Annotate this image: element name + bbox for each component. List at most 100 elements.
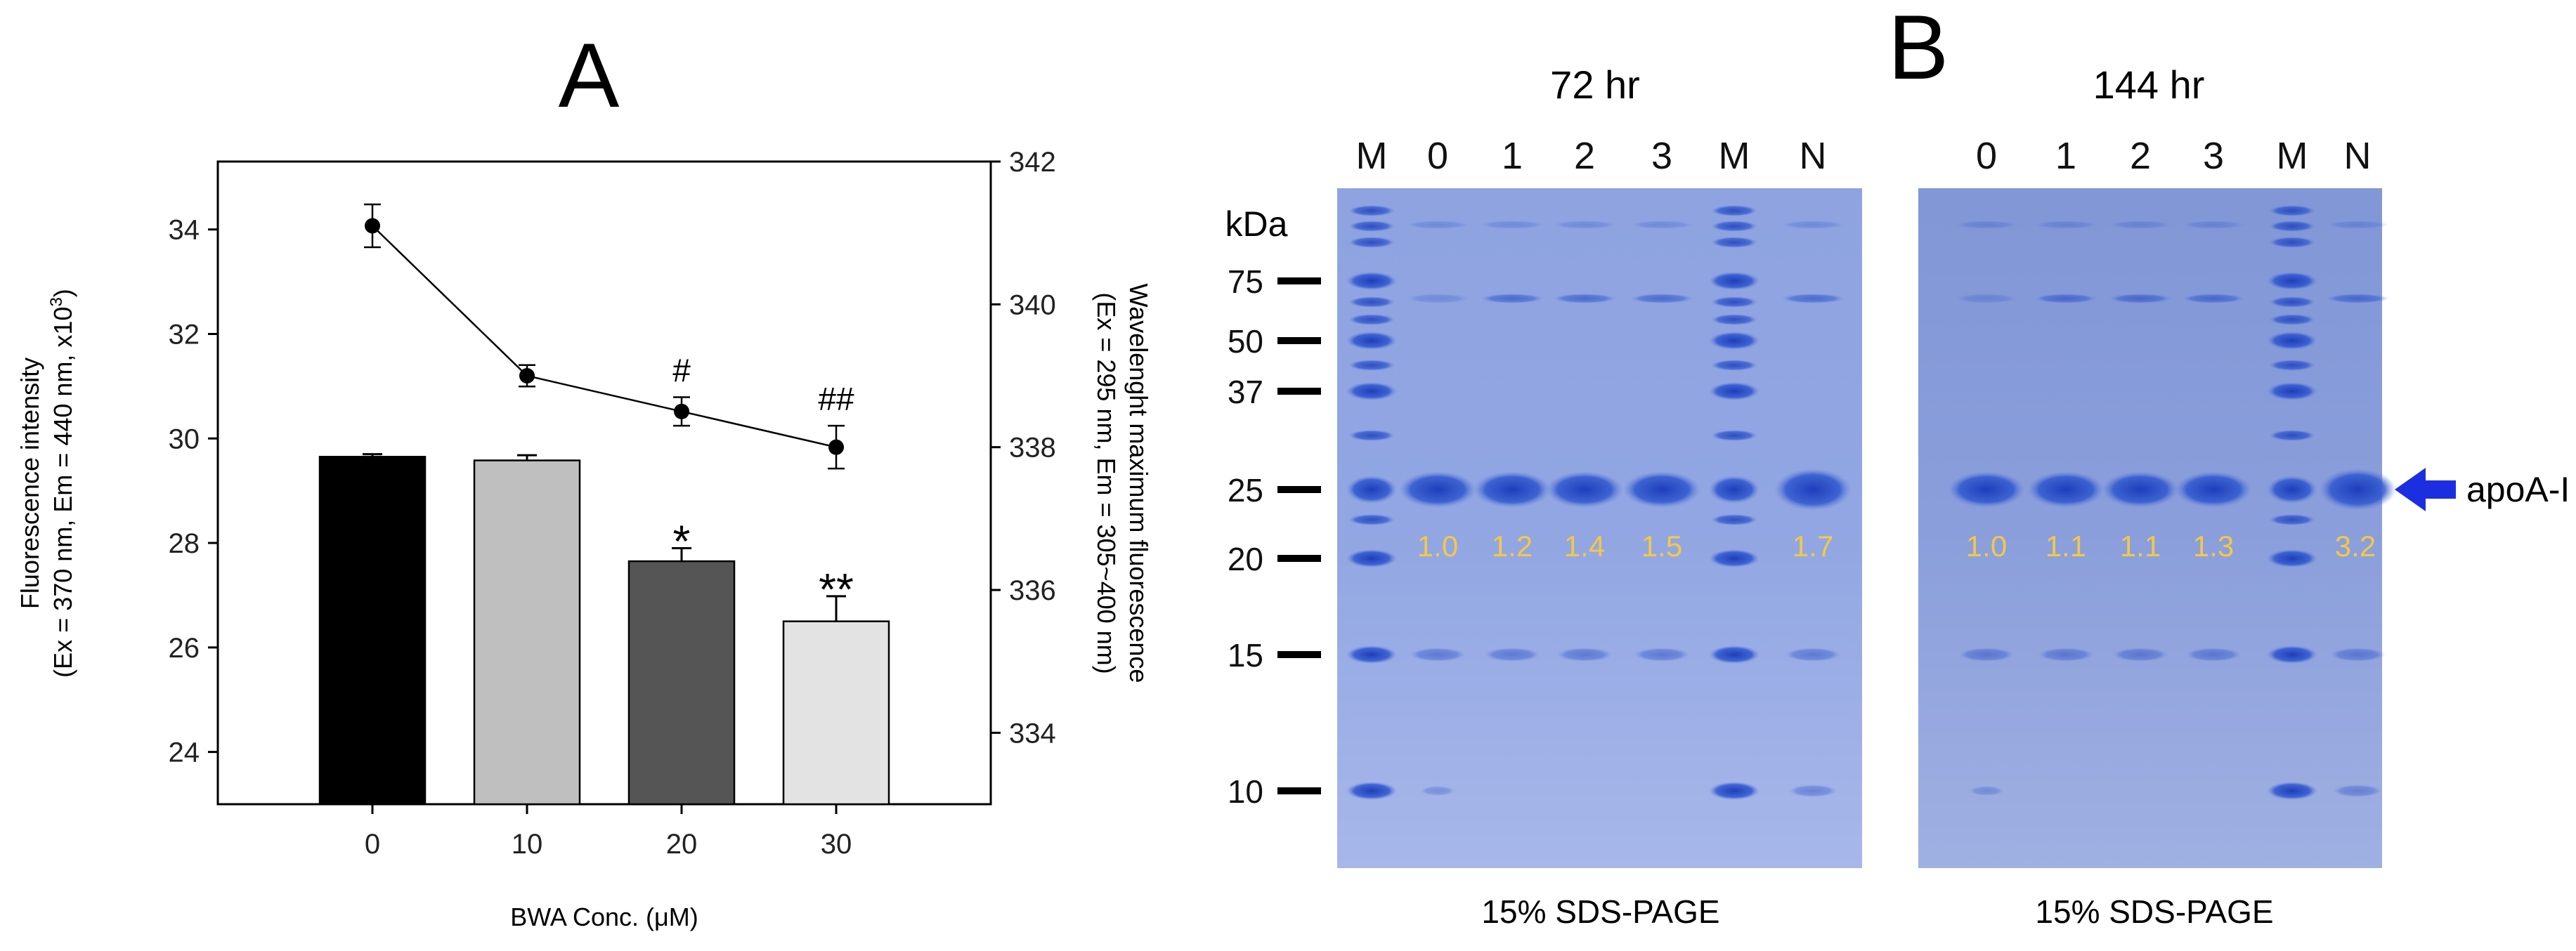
ladder-band bbox=[2267, 782, 2317, 800]
bar bbox=[318, 456, 427, 806]
faint-band bbox=[1406, 221, 1469, 229]
x-axis-tick-label: 20 bbox=[666, 829, 698, 860]
apoa-i-band bbox=[1546, 471, 1623, 508]
marker-label: 10 bbox=[1228, 773, 1263, 810]
left-axis-tick-label: 32 bbox=[169, 319, 200, 350]
faint-band bbox=[1785, 648, 1841, 662]
right-axis-title-line2: (Ex = 295 nm, Em = 305~400 nm) bbox=[1092, 292, 1121, 674]
ladder-band bbox=[1348, 314, 1395, 325]
ladder-band bbox=[1711, 514, 1757, 525]
marker-tick bbox=[1277, 388, 1321, 395]
faint-band bbox=[1788, 785, 1837, 797]
faint-band bbox=[1556, 648, 1613, 662]
gel-72-background bbox=[1337, 188, 1862, 868]
right-axis-tick-label: 342 bbox=[1009, 147, 1056, 178]
ladder-band bbox=[2269, 514, 2315, 525]
lane-label: 2 bbox=[2130, 135, 2151, 177]
ladder-band bbox=[1348, 430, 1395, 441]
ladder-band bbox=[1346, 332, 1397, 350]
line-significance-label: ## bbox=[818, 381, 854, 417]
ladder-band bbox=[1711, 205, 1757, 216]
marker-ladder: 75 50 37 25 20 15 10 bbox=[1228, 263, 1321, 810]
marker-tick bbox=[1277, 555, 1321, 562]
ladder-band bbox=[2267, 382, 2317, 400]
apoa-i-band bbox=[2102, 471, 2179, 508]
faint-band bbox=[1553, 221, 1616, 229]
lane-label: 3 bbox=[1651, 135, 1672, 177]
ladder-band bbox=[1348, 296, 1395, 308]
marker-label: 75 bbox=[1228, 263, 1263, 300]
ladder-band bbox=[2269, 237, 2315, 248]
faint-band bbox=[1958, 648, 2015, 662]
ladder-band bbox=[1711, 360, 1757, 371]
ladder-band bbox=[2269, 205, 2315, 216]
apoa-i-band bbox=[1623, 471, 1700, 508]
gel-72-caption: 15% SDS-PAGE bbox=[1481, 893, 1719, 930]
faint-band bbox=[2034, 294, 2097, 303]
apoa-i-band bbox=[2027, 471, 2105, 508]
marker-tick bbox=[1277, 651, 1321, 658]
faint-band bbox=[2182, 221, 2245, 229]
faint-band bbox=[2329, 648, 2386, 662]
apoa-i-band bbox=[2175, 471, 2252, 508]
band-ratio-label: 1.1 bbox=[2120, 530, 2161, 563]
ladder-band bbox=[1709, 382, 1759, 400]
right-axis-tick-label: 338 bbox=[1009, 433, 1056, 464]
band-ratio-label: 1.0 bbox=[1966, 530, 2007, 563]
band-ratio-label: 1.5 bbox=[1641, 530, 1682, 563]
left-axis-tick-label: 28 bbox=[169, 528, 200, 559]
bar-significance-label: ** bbox=[819, 564, 854, 615]
ladder-band bbox=[2269, 430, 2315, 441]
line-point bbox=[365, 218, 380, 234]
faint-band bbox=[1481, 221, 1544, 229]
marker-tick bbox=[1277, 277, 1321, 284]
gel-144-caption: 15% SDS-PAGE bbox=[2035, 893, 2273, 930]
gel-72: M 0 1 2 3 M N1.0 1.2 1.4 1.5 1.7 bbox=[1337, 135, 1862, 868]
left-axis-tick-label: 30 bbox=[169, 424, 200, 454]
x-axis-title: BWA Conc. (μM) bbox=[510, 903, 698, 931]
left-axis: 24 26 28 30 32 34 bbox=[169, 215, 218, 768]
line-significance-label: # bbox=[672, 353, 691, 389]
faint-band bbox=[1955, 221, 2018, 229]
gel-144-title: 144 hr bbox=[2093, 63, 2205, 107]
ladder-band bbox=[1709, 645, 1759, 664]
bar-significance-label: * bbox=[673, 516, 691, 566]
faint-band bbox=[1406, 294, 1469, 303]
ladder-band bbox=[1711, 314, 1757, 325]
ladder-band bbox=[2267, 645, 2317, 664]
line-point bbox=[674, 403, 689, 419]
faint-band bbox=[1634, 648, 1690, 662]
plot-area-frame bbox=[216, 160, 992, 806]
faint-band bbox=[2034, 221, 2097, 229]
ladder-band bbox=[1346, 645, 1397, 664]
apoa-i-band bbox=[1399, 471, 1476, 508]
ladder-band bbox=[2269, 221, 2315, 232]
lane-label: 2 bbox=[1574, 135, 1595, 177]
lane-label: M bbox=[1719, 135, 1750, 177]
apoa-i-band bbox=[1474, 471, 1551, 508]
band-ratio-label: 1.0 bbox=[1417, 530, 1458, 563]
faint-band bbox=[1781, 221, 1845, 229]
ladder-band bbox=[1346, 782, 1397, 800]
right-axis-tick-label: 336 bbox=[1009, 575, 1056, 606]
ladder-band bbox=[2269, 314, 2315, 325]
faint-band bbox=[2333, 785, 2382, 797]
marker-label: 25 bbox=[1228, 472, 1263, 509]
line-point bbox=[828, 439, 844, 455]
band-ratio-label: 1.3 bbox=[2193, 530, 2234, 563]
ladder-band bbox=[1711, 221, 1757, 232]
gel-144: 0 1 2 3 M N 1.0 1.1 1.1 1.3 3.2 bbox=[1918, 135, 2396, 868]
ladder-band bbox=[2269, 296, 2315, 308]
bar bbox=[627, 560, 736, 806]
left-axis-tick-label: 26 bbox=[169, 633, 200, 664]
faint-band bbox=[2109, 294, 2172, 303]
band-ratio-label: 1.1 bbox=[2045, 530, 2086, 563]
lane-label: 0 bbox=[1976, 135, 1997, 177]
panel-a-label: A bbox=[559, 24, 620, 126]
gel-144-background bbox=[1918, 188, 2382, 868]
x-axis-tick-label: 30 bbox=[821, 829, 852, 860]
ladder-band bbox=[1709, 782, 1759, 800]
faint-band bbox=[1781, 294, 1845, 303]
ladder-band bbox=[1348, 221, 1395, 232]
